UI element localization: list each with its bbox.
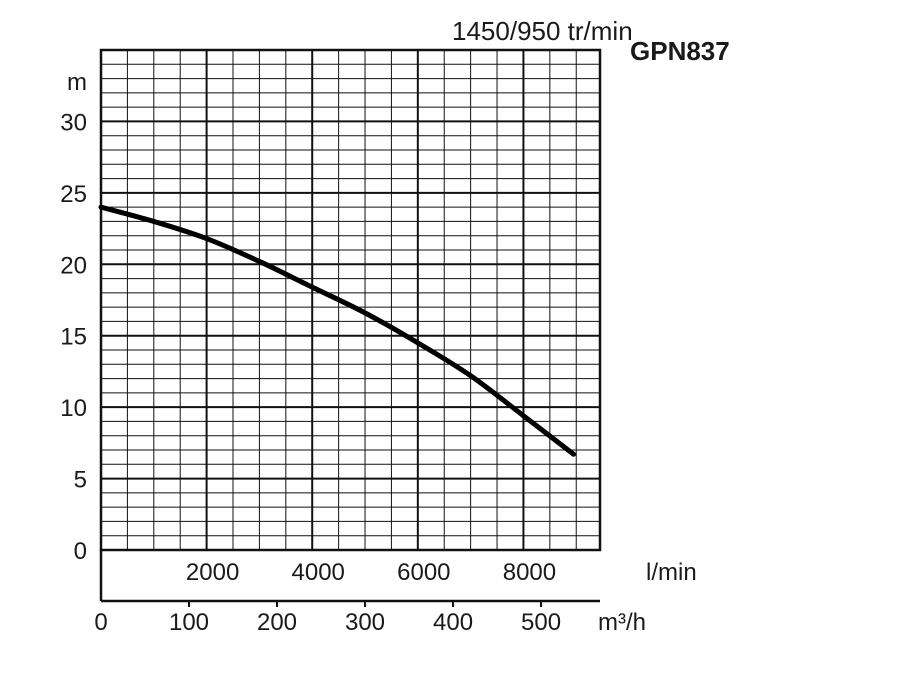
y-tick-labels: 0 5 10 15 20 25 30 xyxy=(60,109,87,565)
chart-title: 1450/950 tr/min xyxy=(452,16,633,46)
y-tick-label: 5 xyxy=(74,467,87,494)
y-axis-label: m xyxy=(67,69,87,96)
x-secondary-tick-label: 200 xyxy=(257,609,297,636)
minor-grid xyxy=(101,50,600,550)
y-tick-label: 0 xyxy=(74,538,87,565)
x-secondary-tick-label: 400 xyxy=(433,609,473,636)
y-tick-label: 20 xyxy=(60,252,87,279)
x-primary-tick-labels: 2000 4000 6000 8000 xyxy=(186,559,556,586)
x-secondary-tick-label: 100 xyxy=(169,609,209,636)
x-primary-tick-label: 8000 xyxy=(503,559,556,586)
x-primary-tick-label: 2000 xyxy=(186,559,239,586)
x-secondary-tick-label: 0 xyxy=(94,609,107,636)
x-primary-tick-label: 6000 xyxy=(397,559,450,586)
x-primary-tick-label: 4000 xyxy=(292,559,345,586)
series-layer xyxy=(98,204,577,457)
x-secondary-tick-label: 300 xyxy=(345,609,385,636)
x-secondary-tick-labels: 0 100 200 300 400 500 xyxy=(94,601,561,636)
x-primary-unit-label: l/min xyxy=(646,559,697,586)
y-tick-label: 30 xyxy=(60,109,87,136)
major-grid xyxy=(101,50,600,550)
y-tick-label: 15 xyxy=(60,324,87,351)
x-secondary-tick-label: 500 xyxy=(521,609,561,636)
plot-frame xyxy=(99,48,602,603)
model-label: GPN837 xyxy=(630,36,730,66)
y-tick-label: 25 xyxy=(60,181,87,208)
x-secondary-unit-label: m³/h xyxy=(598,609,646,636)
plot-border xyxy=(99,48,602,552)
y-tick-label: 10 xyxy=(60,395,87,422)
pump-head-curve xyxy=(98,204,577,457)
